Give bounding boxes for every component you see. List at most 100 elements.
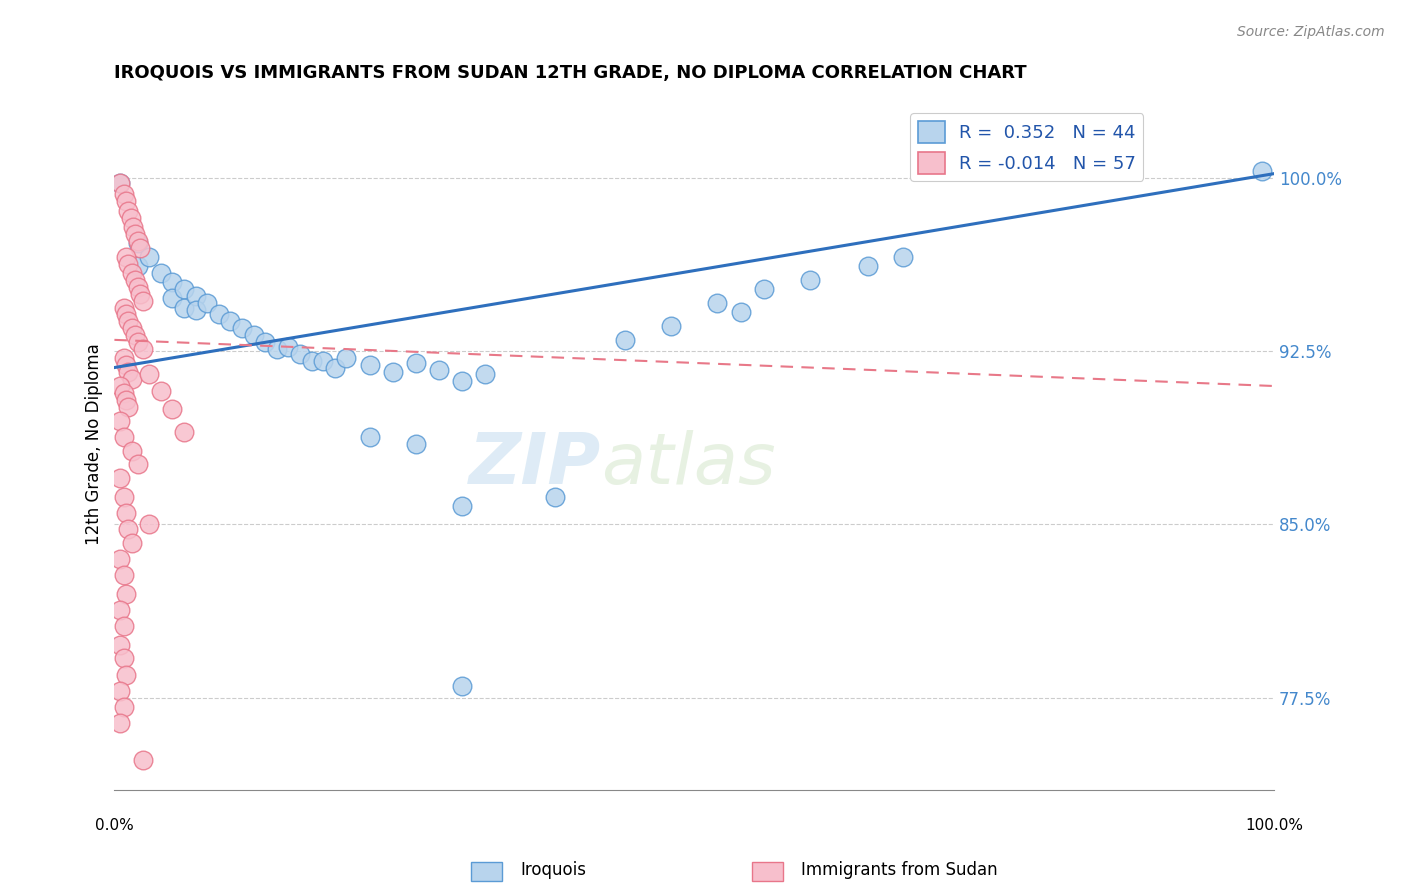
Point [277,340,299,354]
Point [115,194,138,209]
Point [149,266,172,280]
Point [195,296,218,310]
Point [121,321,143,335]
Point [891,250,914,264]
Point [124,328,146,343]
Point [112,699,135,714]
Point [312,353,335,368]
Point [108,176,131,190]
Point [359,430,381,444]
Point [335,351,357,366]
Point [120,211,142,225]
Point [730,305,752,319]
Point [451,375,474,389]
Point [115,392,138,407]
Point [108,176,131,190]
Point [219,314,242,328]
Point [208,308,231,322]
Legend: R =  0.352   N = 44, R = -0.014   N = 57: R = 0.352 N = 44, R = -0.014 N = 57 [910,113,1143,181]
Text: Source: ZipAtlas.com: Source: ZipAtlas.com [1237,25,1385,39]
Point [127,279,149,293]
Point [108,603,131,617]
Point [173,282,195,296]
Point [427,363,450,377]
Point [108,638,131,652]
Point [132,753,155,767]
Point [162,402,184,417]
Point [1251,164,1274,178]
Point [544,490,567,504]
Point [112,351,135,366]
Point [127,234,149,248]
Point [117,257,139,271]
Point [856,259,879,273]
Point [288,347,311,361]
Point [108,414,131,428]
Point [659,318,682,333]
Point [231,321,253,335]
Text: IROQUOIS VS IMMIGRANTS FROM SUDAN 12TH GRADE, NO DIPLOMA CORRELATION CHART: IROQUOIS VS IMMIGRANTS FROM SUDAN 12TH G… [114,64,1026,82]
Point [112,386,135,401]
Point [122,219,145,234]
Point [112,619,135,633]
Y-axis label: 12th Grade, No Diploma: 12th Grade, No Diploma [86,343,103,545]
Point [266,342,288,356]
Point [132,293,155,308]
Point [115,308,138,322]
Point [138,517,160,532]
Point [132,342,155,356]
Point [121,536,143,550]
Text: 0.0%: 0.0% [96,818,134,832]
Point [127,259,149,273]
Point [451,499,474,513]
Text: atlas: atlas [602,430,776,499]
Point [115,250,138,264]
Point [242,328,264,343]
Point [405,436,427,450]
Point [117,522,139,536]
Point [301,353,323,368]
Text: 100.0%: 100.0% [1244,818,1303,832]
Point [115,506,138,520]
Point [173,301,195,315]
Point [799,273,821,287]
Point [112,651,135,665]
Point [173,425,195,440]
Point [127,235,149,250]
Point [108,379,131,393]
Point [115,667,138,681]
Point [112,187,135,202]
Point [121,443,143,458]
Point [121,266,143,280]
Point [117,314,139,328]
Point [613,333,636,347]
Point [706,296,728,310]
Point [115,587,138,601]
Point [129,286,152,301]
Point [124,273,146,287]
Point [405,356,427,370]
Point [752,282,775,296]
Point [117,400,139,414]
Point [162,275,184,289]
Point [112,490,135,504]
Point [115,358,138,372]
Point [121,372,143,386]
Point [254,335,277,350]
Point [381,365,404,379]
Point [323,360,346,375]
Point [112,430,135,444]
Point [112,301,135,315]
Point [127,458,149,472]
Point [474,368,496,382]
Point [112,568,135,582]
Point [108,552,131,566]
Point [117,365,139,379]
Point [108,683,131,698]
Point [108,716,131,731]
Point [108,471,131,485]
Point [138,250,160,264]
Point [149,384,172,398]
Point [184,302,207,317]
Point [359,358,381,372]
